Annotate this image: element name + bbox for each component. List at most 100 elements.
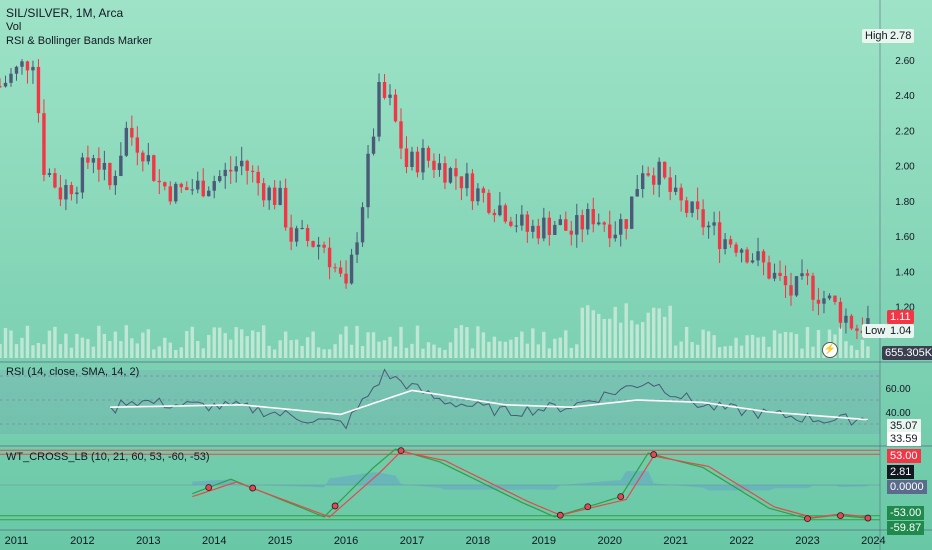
- wt-ob-tag: 53.00: [887, 449, 921, 463]
- volume-bar: [838, 327, 843, 358]
- volume-bar: [294, 339, 299, 358]
- volume-bar: [558, 337, 563, 358]
- volume-bar: [646, 312, 650, 358]
- volume-bar: [662, 316, 667, 358]
- volume-bar: [816, 329, 821, 358]
- candle-body: [119, 155, 123, 176]
- x-tick-label: 2015: [268, 535, 292, 547]
- candle-body: [717, 222, 722, 250]
- x-tick-label: 2012: [70, 535, 94, 547]
- volume-tag: 655.305K: [882, 346, 932, 360]
- volume-bar: [207, 334, 211, 358]
- volume-bar: [250, 330, 255, 358]
- volume-bar: [399, 326, 403, 358]
- candle-body: [388, 94, 392, 98]
- volume-bar: [684, 326, 689, 358]
- volume-bar: [712, 335, 716, 358]
- candle-body: [0, 86, 2, 88]
- candle-body: [811, 275, 815, 300]
- volume-bar: [69, 347, 74, 358]
- volume-bar: [651, 307, 656, 358]
- volume-bar: [36, 342, 41, 358]
- candle-body: [657, 161, 661, 185]
- candle-body: [278, 187, 282, 205]
- candle-body: [91, 158, 96, 163]
- candle-body: [3, 82, 8, 87]
- indicator-label: RSI & Bollinger Bands Marker: [6, 35, 153, 47]
- wt-cross-marker: [397, 447, 405, 455]
- volume-bar: [542, 331, 546, 358]
- volume-bar: [174, 349, 178, 358]
- candle-body: [454, 168, 458, 177]
- candle-body: [130, 127, 134, 138]
- wt-cross-marker: [804, 515, 811, 523]
- rsi-sma-tag: 33.59: [887, 432, 921, 446]
- candle-body: [338, 267, 343, 274]
- y-tick-label: 2.40: [895, 91, 915, 102]
- candle-body: [113, 175, 118, 186]
- candle-body: [750, 260, 755, 263]
- volume-bar: [586, 305, 590, 358]
- volume-bar: [196, 341, 200, 358]
- volume-bar: [311, 331, 315, 358]
- x-tick-label: 2018: [466, 535, 490, 547]
- candle-body: [761, 251, 766, 263]
- candle-body: [465, 173, 469, 189]
- volume-bar: [234, 327, 238, 358]
- volume-bar: [163, 337, 167, 358]
- candle-body: [575, 215, 579, 235]
- volume-bar: [498, 341, 502, 358]
- candle-body: [443, 163, 447, 183]
- lightning-icon[interactable]: ⚡: [822, 342, 838, 358]
- volume-bar: [459, 325, 464, 358]
- volume-bar: [525, 343, 530, 358]
- wt-label: WT_CROSS_LB (10, 21, 60, 53, -60, -53): [6, 451, 210, 463]
- candle-body: [684, 200, 689, 213]
- volume-bar: [124, 325, 129, 358]
- volume-bar: [201, 348, 205, 358]
- volume-bar: [3, 328, 8, 358]
- wt-pane: [0, 447, 880, 523]
- x-tick-label: 2011: [5, 535, 29, 547]
- volume-bar: [0, 343, 2, 358]
- wt-zero-tag: 0.0000: [887, 480, 927, 494]
- candle-body: [272, 187, 277, 205]
- volume-bar: [141, 332, 145, 358]
- y-tick-label: 1.80: [895, 197, 915, 208]
- volume-bar: [157, 346, 162, 358]
- volume-bar: [564, 330, 568, 358]
- volume-bar: [481, 332, 486, 358]
- candle-body: [75, 192, 79, 195]
- rsi-value-tag: 35.07: [887, 419, 921, 433]
- volume-bar: [673, 345, 678, 358]
- volume-bar: [443, 349, 447, 358]
- candle-body: [805, 273, 810, 276]
- candle-body: [102, 162, 107, 170]
- volume-bar: [327, 349, 332, 358]
- candle-body: [31, 66, 35, 71]
- rsi-tick-label: 60.00: [885, 384, 910, 395]
- volume-bar: [229, 339, 233, 358]
- volume-bar: [767, 346, 771, 358]
- y-tick-label: 2.60: [895, 56, 915, 67]
- x-tick-label: 2016: [334, 535, 358, 547]
- candle-body: [289, 227, 293, 242]
- candle-body: [97, 158, 101, 170]
- volume-bar: [75, 333, 79, 358]
- candle-body: [690, 201, 694, 213]
- wt-os2-tag: -59.87: [887, 521, 925, 535]
- volume-bar: [811, 346, 815, 358]
- candle-body: [36, 66, 41, 114]
- candle-body: [569, 230, 573, 235]
- candle-body: [212, 181, 216, 191]
- volume-bar: [239, 329, 244, 358]
- candle-body: [47, 173, 52, 175]
- volume-bar: [130, 338, 134, 358]
- candle-body: [421, 147, 425, 173]
- candle-body: [695, 201, 700, 210]
- candle-body: [701, 209, 705, 228]
- candle-body: [448, 168, 453, 183]
- volume-bar: [509, 339, 513, 358]
- candle-body: [300, 227, 304, 229]
